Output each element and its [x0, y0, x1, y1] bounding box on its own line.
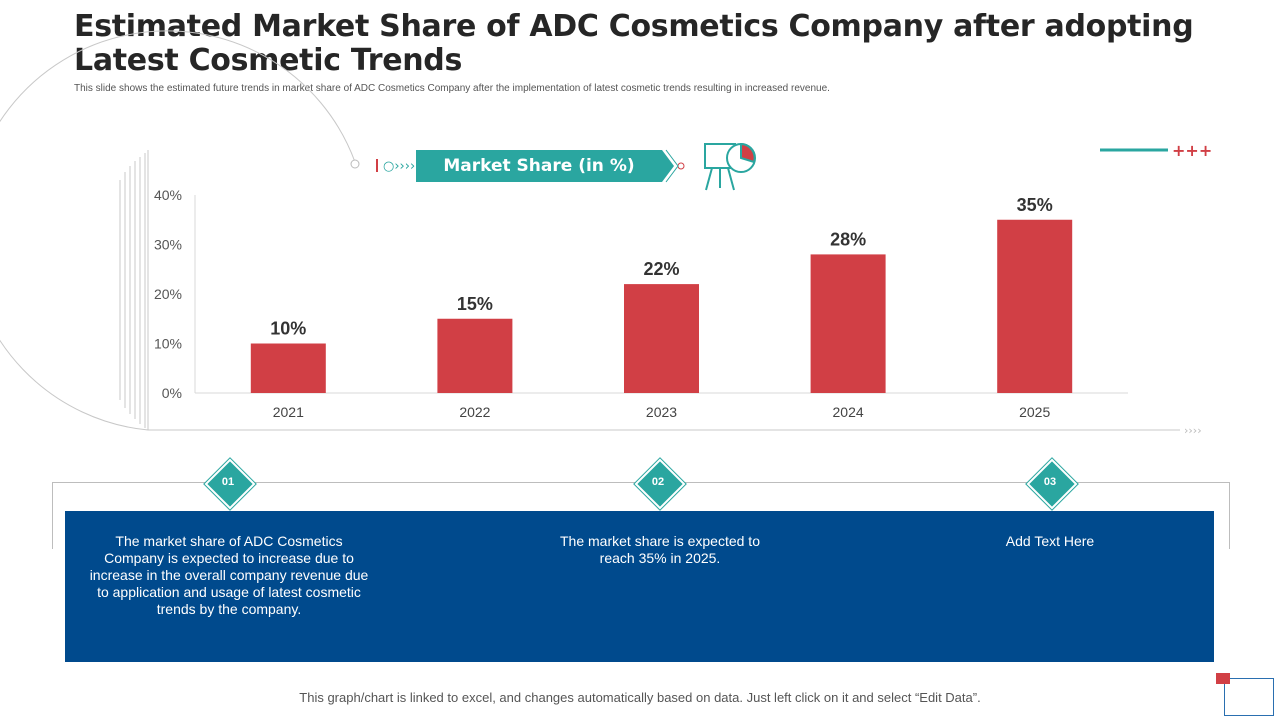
banner-end-dot — [677, 162, 685, 170]
y-tick-label: 20% — [154, 286, 182, 302]
data-label: 15% — [457, 294, 493, 314]
banner-arrow-icon: ○›››› — [383, 159, 415, 174]
base-arrow-icon: ›››› — [1184, 424, 1202, 437]
banner-chevron — [665, 149, 679, 183]
bar-2022 — [437, 318, 513, 393]
x-tick-label: 2021 — [273, 404, 304, 420]
y-tick-label: 0% — [162, 385, 182, 401]
corner-decor-red — [1216, 673, 1230, 684]
step-text-2: The market share is expected to reach 35… — [560, 533, 760, 566]
bar-2021 — [250, 343, 326, 393]
data-label: 35% — [1017, 195, 1053, 215]
banner-label: Market Share (in %) — [443, 156, 635, 176]
footer-note: This graph/chart is linked to excel, and… — [299, 690, 981, 705]
banner-shape — [416, 150, 674, 182]
x-tick-label: 2023 — [646, 404, 677, 420]
bar-2023 — [624, 284, 699, 393]
data-label: 10% — [270, 319, 306, 339]
step-text-1: The market share of ADC Cosmetics Compan… — [89, 533, 369, 617]
step-number-2: 02 — [651, 476, 665, 488]
y-tick-label: 30% — [154, 237, 182, 253]
step-number-3: 03 — [1043, 476, 1057, 488]
decor-plus-icon: +++ — [1172, 141, 1212, 160]
corner-decor-box — [1224, 678, 1274, 716]
page-subtitle: This slide shows the estimated future tr… — [74, 83, 830, 94]
x-tick-label: 2025 — [1019, 404, 1050, 420]
decorative-arc — [0, 30, 356, 431]
presentation-chart-icon — [704, 142, 756, 191]
data-label: 28% — [830, 229, 866, 249]
y-tick-label: 10% — [154, 336, 182, 352]
data-label: 22% — [643, 259, 679, 279]
decorative-vertical-lines — [119, 150, 149, 430]
bar-2025 — [997, 219, 1073, 393]
step-number-1: 01 — [221, 476, 235, 488]
page-title: Estimated Market Share of ADC Cosmetics … — [74, 9, 1194, 78]
y-tick-label: 40% — [154, 187, 182, 203]
step-text-3: Add Text Here — [1005, 533, 1095, 549]
bar-2024 — [810, 254, 886, 393]
steps-panel — [65, 511, 1214, 662]
x-tick-label: 2024 — [833, 404, 864, 420]
x-tick-label: 2022 — [459, 404, 490, 420]
arc-end-dot — [350, 159, 360, 169]
